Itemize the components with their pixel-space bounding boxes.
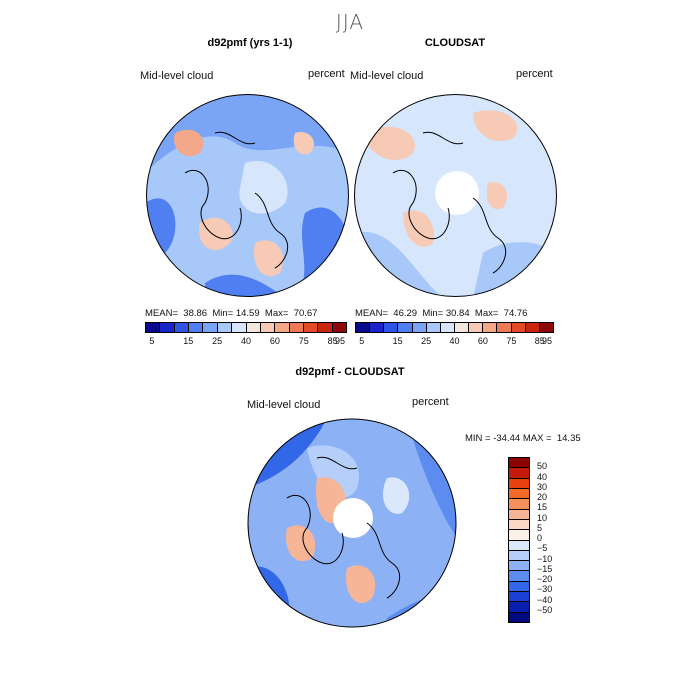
panel-3-units: percent (412, 396, 449, 408)
colorbar-swatch (203, 323, 218, 332)
colorbar-swatch (332, 323, 347, 332)
colorbar-tick-label: −15 (537, 563, 553, 574)
colorbar-tick-label: 50 (537, 461, 548, 472)
colorbar-tick-label: 85 (327, 336, 338, 346)
colorbar-tick-label: 10 (537, 512, 548, 523)
colorbar-swatch (454, 323, 470, 332)
colorbar-swatch (509, 458, 529, 469)
colorbar-tick-label: 0 (537, 533, 543, 543)
colorbar-tick-label: 40 (537, 471, 548, 482)
colorbar-swatch (511, 323, 526, 332)
colorbar-swatch (289, 323, 304, 332)
panel-1-stats: MEAN= 38.86 Min= 14.59 Max= 70.67 (145, 308, 318, 319)
panel-3-variable: Mid-level cloud (247, 399, 321, 411)
colorbar-swatch (509, 499, 529, 510)
colorbar-tick-label: 40 (449, 336, 460, 346)
panel-1-title: d92pmf (yrs 1-1) (207, 37, 293, 49)
colorbar-tick-label: −40 (537, 594, 553, 605)
colorbar-difference-labels: 50 40 30 20 15 10 5 0 −5 −10 −15 −20 −30 −40 −50 (537, 457, 567, 621)
colorbar-model-labels: 5 15 25 40 60 75 85 95 (145, 336, 347, 348)
colorbar-swatch (246, 323, 261, 332)
colorbar-tick-label: −10 (537, 553, 553, 564)
colorbar-cloudsat (355, 322, 554, 333)
colorbar-cloudsat-labels: 5 15 25 40 60 75 85 95 (355, 336, 554, 348)
colorbar-swatch (483, 323, 498, 332)
colorbar-tick-label: 15 (392, 336, 403, 346)
colorbar-tick-label: 75 (298, 336, 309, 346)
panel-3-title: d92pmf - CLOUDSAT (295, 366, 405, 378)
colorbar-tick-label: 30 (537, 481, 548, 492)
colorbar-tick-label: 85 (534, 336, 545, 346)
colorbar-swatch (509, 561, 529, 572)
colorbar-swatch (509, 612, 529, 622)
colorbar-swatch (497, 323, 512, 332)
colorbar-model (145, 322, 347, 333)
colorbar-tick-label: 95 (542, 336, 553, 346)
colorbar-tick-label: −50 (537, 604, 553, 615)
colorbar-swatch (232, 323, 247, 332)
colorbar-swatch (412, 323, 427, 332)
colorbar-tick-label: 5 (359, 336, 365, 346)
colorbar-tick-label: −30 (537, 584, 553, 595)
panel-2-title: CLOUDSAT (424, 37, 486, 49)
colorbar-swatch (509, 478, 529, 489)
polar-map-difference (247, 418, 457, 628)
colorbar-tick-label: 40 (241, 336, 252, 346)
panel-1-units: percent (308, 68, 345, 80)
colorbar-swatch (525, 323, 540, 332)
colorbar-swatch (260, 323, 276, 332)
colorbar-tick-label: 25 (421, 336, 432, 346)
colorbar-tick-label: −5 (537, 543, 548, 554)
colorbar-swatch (509, 468, 529, 479)
colorbar-swatch (509, 530, 529, 541)
colorbar-swatch (217, 323, 233, 332)
panel-3-minmax: MIN = -34.44 MAX = 14.35 (465, 433, 581, 444)
colorbar-swatch (509, 550, 529, 562)
colorbar-swatch (303, 323, 319, 332)
colorbar-swatch (509, 509, 529, 520)
colorbar-swatch (509, 602, 529, 613)
panel-2-stats: MEAN= 46.29 Min= 30.84 Max= 74.76 (355, 308, 528, 319)
colorbar-swatch (440, 323, 455, 332)
figure-title: JJA (335, 10, 365, 34)
colorbar-tick-label: 15 (537, 502, 548, 513)
colorbar-tick-label: 15 (183, 336, 194, 346)
colorbar-swatch (469, 323, 484, 332)
colorbar-swatch (509, 581, 529, 593)
colorbar-swatch (318, 323, 333, 332)
colorbar-difference (508, 457, 530, 623)
colorbar-swatch (356, 323, 371, 332)
colorbar-swatch (398, 323, 413, 332)
colorbar-swatch (384, 323, 399, 332)
colorbar-swatch (509, 571, 529, 582)
colorbar-swatch (539, 323, 553, 332)
colorbar-tick-label: 5 (537, 522, 543, 533)
polar-map-model (146, 94, 349, 297)
colorbar-swatch (146, 323, 161, 332)
colorbar-tick-label: 25 (212, 336, 223, 346)
colorbar-swatch (509, 592, 529, 603)
colorbar-tick-label: 75 (506, 336, 517, 346)
polar-map-cloudsat (354, 94, 557, 297)
colorbar-swatch (160, 323, 175, 332)
panel-1-variable: Mid-level cloud (140, 70, 214, 82)
colorbar-swatch (189, 323, 204, 332)
colorbar-tick-label: 5 (149, 336, 155, 346)
panel-2-variable: Mid-level cloud (350, 70, 424, 82)
colorbar-swatch (509, 488, 529, 500)
panel-2-units: percent (516, 68, 553, 80)
colorbar-swatch (509, 540, 529, 551)
colorbar-swatch (509, 519, 529, 531)
colorbar-swatch (426, 323, 441, 332)
colorbar-swatch (370, 323, 385, 332)
colorbar-swatch (275, 323, 290, 332)
colorbar-tick-label: −20 (537, 574, 553, 584)
colorbar-tick-label: 60 (269, 336, 280, 346)
colorbar-swatch (174, 323, 190, 332)
colorbar-tick-label: 95 (335, 336, 346, 346)
colorbar-tick-label: 20 (537, 492, 548, 502)
colorbar-tick-label: 60 (477, 336, 488, 346)
